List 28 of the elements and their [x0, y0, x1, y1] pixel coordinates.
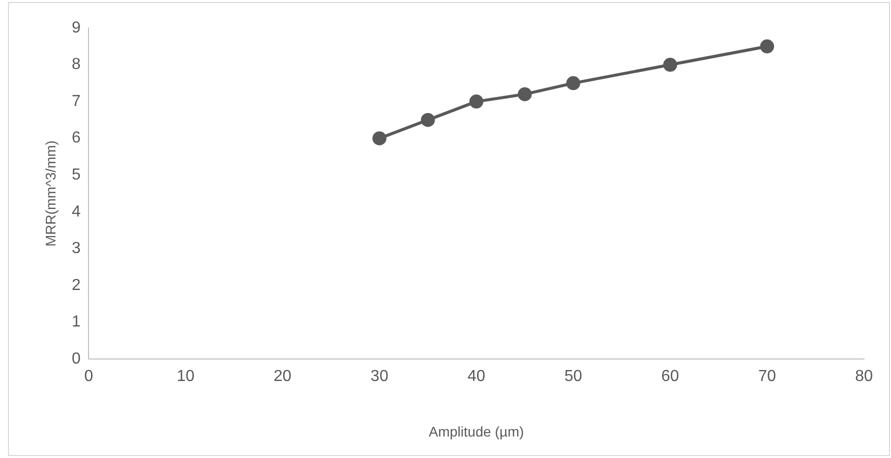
x-tick-label: 50 — [564, 368, 582, 386]
y-tick-label: 0 — [72, 350, 81, 368]
x-tick-label: 10 — [176, 368, 195, 386]
y-tick-label: 7 — [72, 92, 81, 110]
point — [663, 58, 678, 72]
y-tick-label: 9 — [72, 19, 81, 36]
y-tick-label: 3 — [72, 240, 81, 258]
y-tick-label: 5 — [72, 166, 81, 184]
y-axis-title: MRR(mm^3/mm) — [42, 140, 58, 247]
point — [760, 39, 774, 54]
point — [566, 76, 580, 90]
x-tick-label: 20 — [274, 368, 292, 386]
x-axis-title: Amplitude (µm) — [428, 423, 524, 440]
y-tick-label: 1 — [72, 314, 81, 331]
x-tick-label: 60 — [661, 368, 680, 386]
y-tick-label: 2 — [72, 276, 81, 294]
y-tick-label: 6 — [72, 130, 81, 147]
x-tick-label: 80 — [855, 368, 873, 386]
x-tick-label: 40 — [467, 368, 486, 386]
point — [372, 131, 386, 146]
point — [420, 112, 435, 127]
x-tick-label: 0 — [84, 368, 94, 386]
point — [518, 87, 532, 102]
x-tick-label: 30 — [370, 368, 388, 386]
point — [469, 94, 484, 109]
y-tick-label: 8 — [72, 56, 81, 74]
y-tick-label: 4 — [72, 203, 81, 220]
x-tick-label: 70 — [758, 368, 776, 386]
